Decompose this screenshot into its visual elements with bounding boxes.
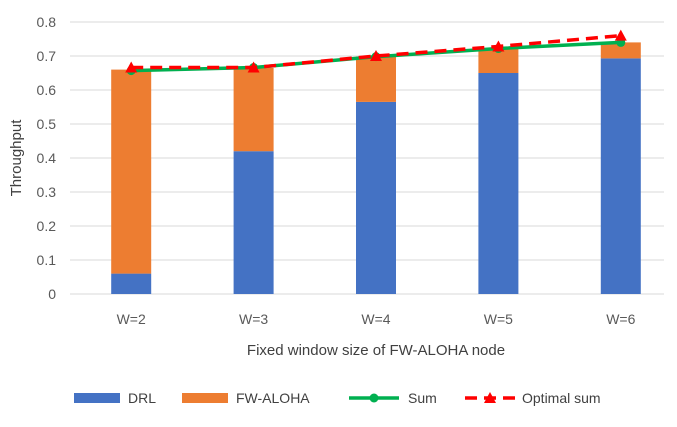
y-tick-label: 0.2 — [37, 218, 57, 234]
drl-bar — [111, 273, 152, 294]
drl-bar — [478, 73, 519, 294]
x-tick-labels: W=2 W=3 W=4 W=5 W=6 — [117, 311, 636, 327]
x-tick-label: W=6 — [606, 311, 635, 327]
legend-optimal-sum-marker — [484, 392, 496, 403]
fw-aloha-bar — [356, 56, 396, 102]
optimal-sum-line — [131, 33, 621, 70]
optimal-sum-marker — [247, 61, 260, 73]
drl-bar — [600, 58, 641, 294]
drl-bar — [356, 101, 396, 295]
y-tick-label: 0.6 — [37, 82, 57, 98]
legend: DRL FW-ALOHA Sum Optimal sum — [74, 390, 601, 406]
x-tick-label: W=2 — [117, 311, 146, 327]
legend-drl-label: DRL — [128, 390, 156, 406]
x-axis-title: Fixed window size of FW-ALOHA node — [247, 342, 505, 359]
x-tick-label: W=5 — [484, 311, 513, 327]
legend-sum-label: Sum — [408, 390, 437, 406]
bars — [111, 42, 641, 295]
y-tick-label: 0.5 — [37, 116, 57, 132]
fw-aloha-bar — [600, 42, 641, 59]
fw-aloha-bar — [111, 69, 152, 274]
x-tick-label: W=3 — [239, 311, 268, 327]
legend-optimal-sum-label: Optimal sum — [522, 390, 601, 406]
y-axis-title: Throughput — [8, 119, 25, 197]
optimal-sum-marker — [614, 29, 627, 41]
drl-bar — [233, 151, 274, 294]
y-tick-label: 0.3 — [37, 184, 57, 200]
optimal-sum-marker — [125, 61, 138, 73]
legend-fw-aloha-label: FW-ALOHA — [236, 390, 310, 406]
legend-sum-marker — [369, 393, 379, 403]
lines — [125, 29, 627, 76]
y-tick-label: 0 — [48, 286, 56, 302]
optimal-sum-marker — [492, 40, 505, 52]
y-tick-label: 0.7 — [37, 48, 57, 64]
y-tick-label: 0.1 — [37, 252, 57, 268]
y-tick-label: 0.4 — [37, 150, 57, 166]
x-tick-label: W=4 — [361, 311, 390, 327]
y-tick-labels: 0 0.1 0.2 0.3 0.4 0.5 0.6 0.7 0.8 — [37, 14, 57, 302]
legend-fw-aloha-swatch — [182, 393, 228, 403]
legend-drl-swatch — [74, 393, 120, 403]
optimal-sum-marker — [370, 50, 382, 61]
fw-aloha-bar — [233, 67, 274, 152]
y-tick-label: 0.8 — [37, 14, 57, 30]
